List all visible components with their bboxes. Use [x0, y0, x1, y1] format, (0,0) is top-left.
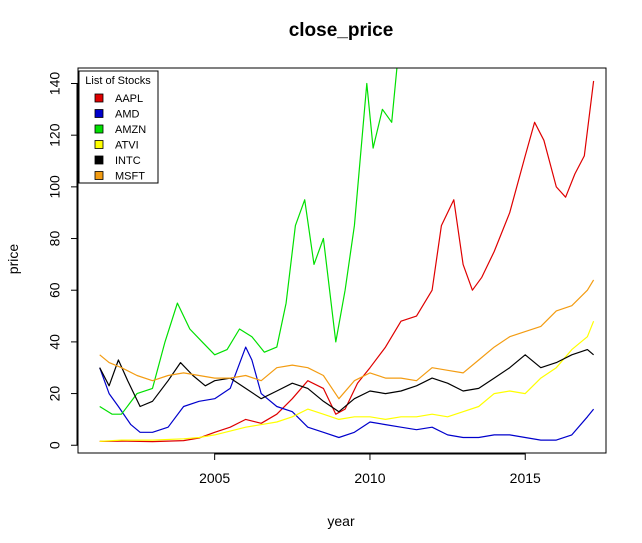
- series-line-atvi: [99, 320, 595, 442]
- series-line-amd: [99, 346, 595, 441]
- y-tick-label: 20: [47, 386, 63, 402]
- y-axis: 0 20 40 60 80 100 120 140: [47, 72, 78, 449]
- legend-title: List of Stocks: [85, 75, 151, 87]
- y-tick-label: 120: [47, 123, 63, 147]
- x-tick-label: 2010: [354, 470, 385, 486]
- chart-title: close_price: [289, 20, 394, 41]
- x-axis-title: year: [327, 513, 355, 529]
- y-axis-title: price: [5, 244, 21, 275]
- series-line-aapl: [99, 80, 595, 443]
- legend-label-atvi: ATVI: [115, 140, 139, 152]
- y-tick-label: 80: [47, 231, 63, 247]
- y-tick-label: 60: [47, 282, 63, 298]
- series-layer: [99, 68, 595, 443]
- legend-swatch-aapl: [94, 93, 104, 103]
- series-line-msft: [99, 279, 595, 400]
- y-tick-label: 0: [47, 441, 63, 449]
- legend-label-intc: INTC: [115, 155, 141, 167]
- legend-swatch-amd: [94, 109, 104, 118]
- plot-frame: [77, 67, 607, 454]
- series-line-amzn: [99, 68, 398, 415]
- legend: List of Stocks AAPL AMD AMZN ATVI INTC MSFT: [78, 70, 159, 184]
- legend-swatch-intc: [94, 155, 104, 165]
- series-line-intc: [99, 349, 594, 413]
- y-tick-label: 40: [47, 334, 63, 350]
- legend-label-amzn: AMZN: [115, 124, 146, 136]
- legend-swatch-msft: [94, 171, 104, 180]
- legend-label-msft: MSFT: [115, 171, 145, 183]
- legend-label-amd: AMD: [115, 109, 140, 121]
- y-tick-label: 100: [47, 175, 63, 199]
- legend-label-aapl: AAPL: [115, 93, 143, 105]
- x-tick-label: 2015: [510, 470, 541, 486]
- legend-swatch-atvi: [94, 140, 104, 149]
- legend-swatch-amzn: [94, 124, 104, 134]
- legend-items: AAPL AMD AMZN ATVI INTC MSFT: [94, 93, 146, 183]
- x-axis: 2005 2010 2015: [199, 453, 541, 486]
- legend-box: [78, 70, 159, 184]
- x-tick-label: 2005: [199, 470, 230, 486]
- y-tick-label: 140: [47, 72, 63, 96]
